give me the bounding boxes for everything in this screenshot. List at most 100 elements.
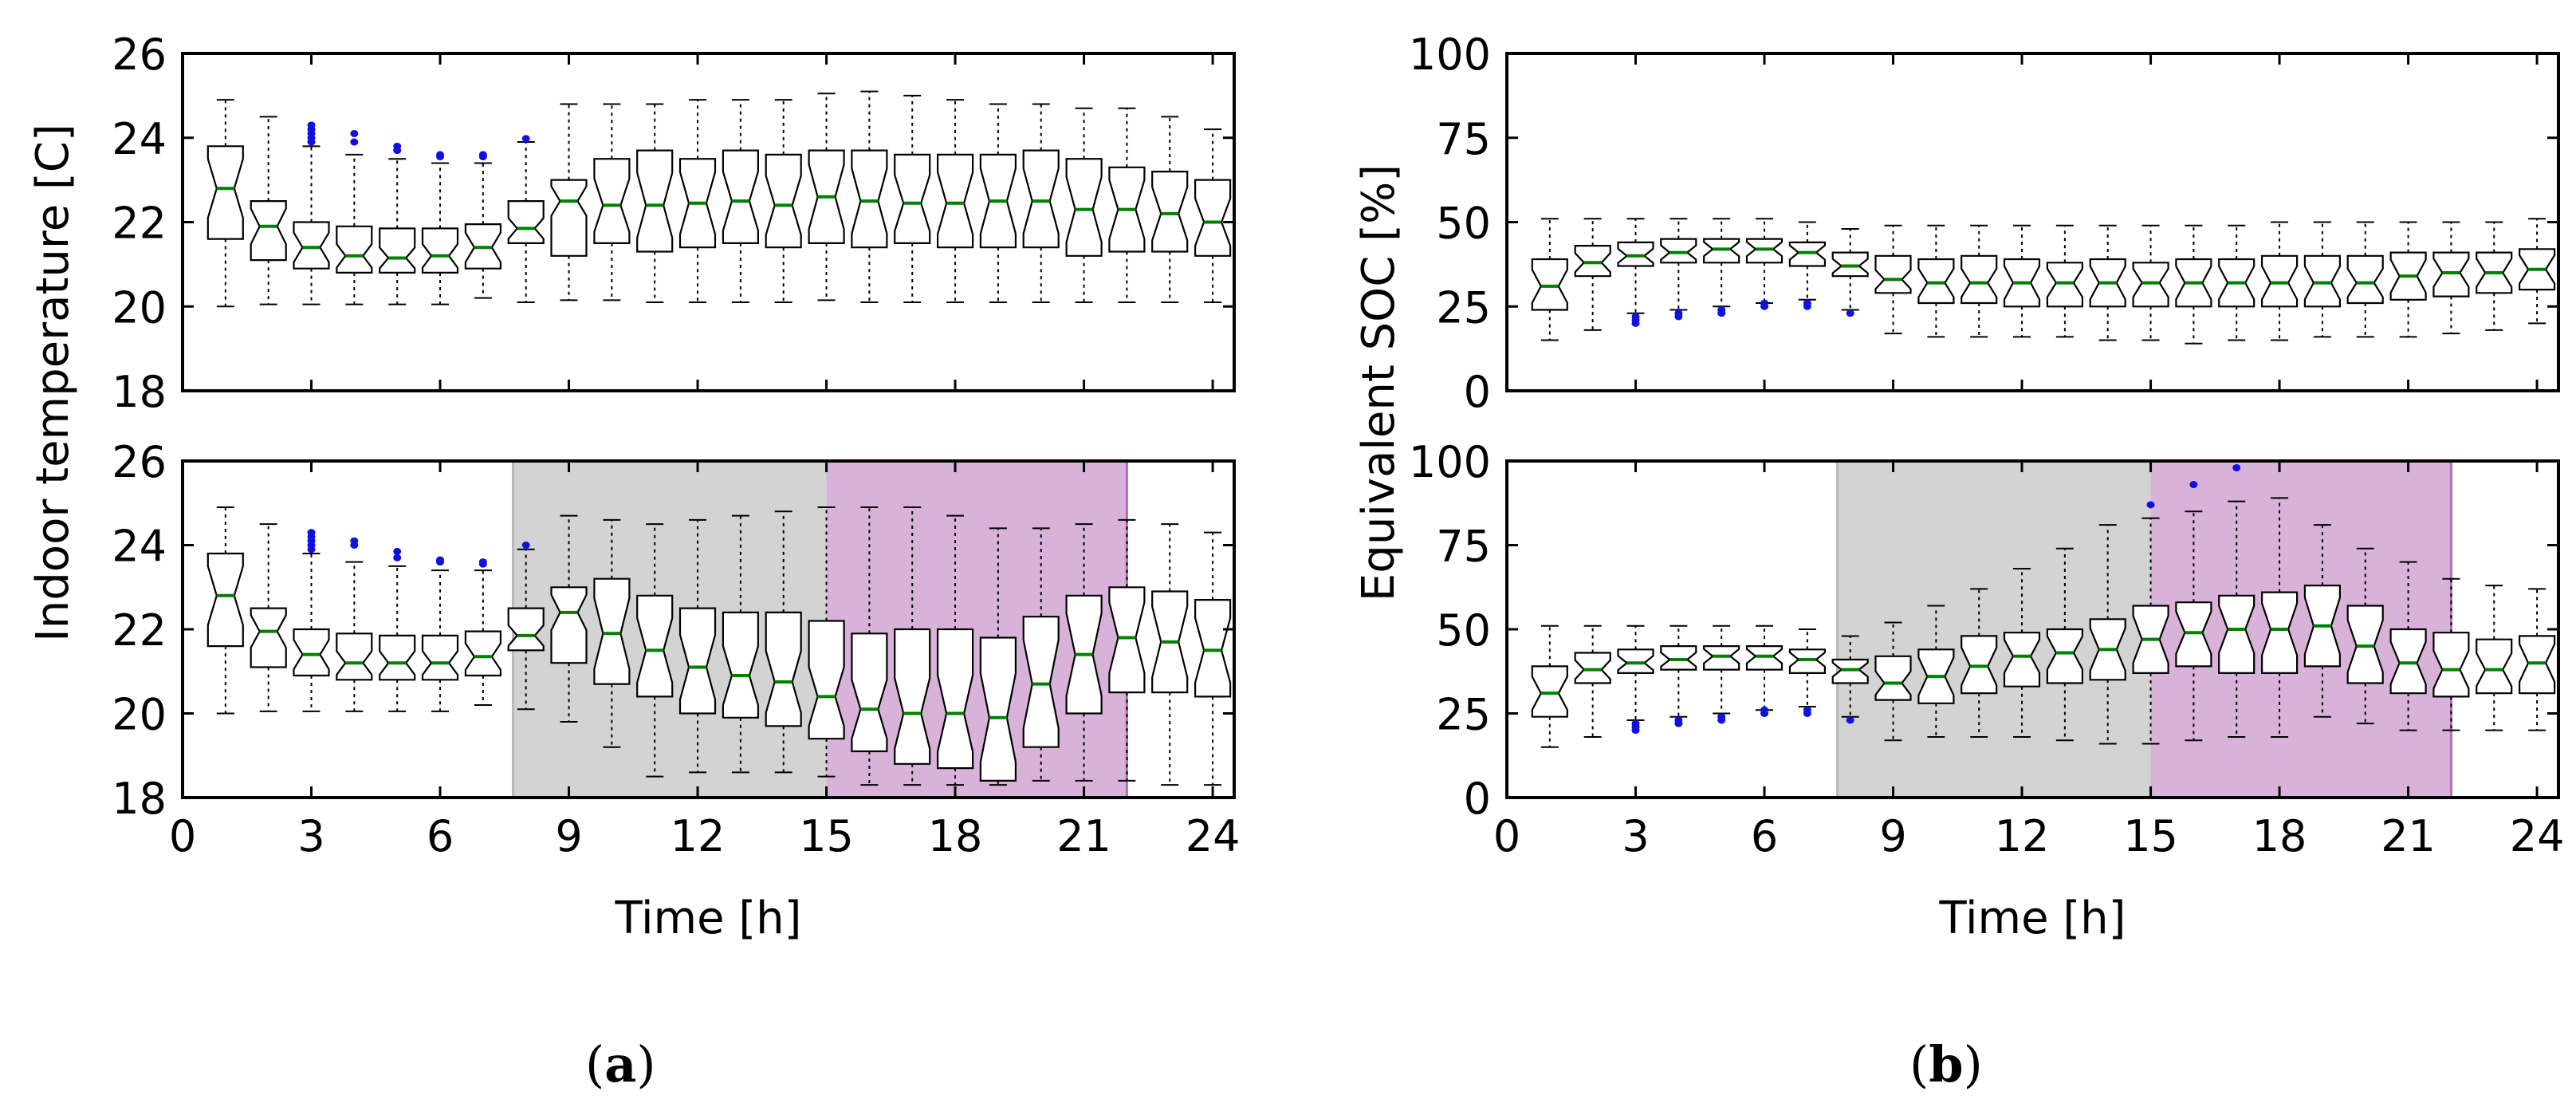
box-b-top-23 — [2476, 221, 2513, 331]
box-body — [379, 634, 416, 681]
box-b-top-5 — [1703, 218, 1740, 317]
box-body — [2175, 601, 2212, 668]
box-a-top-22 — [1108, 107, 1146, 303]
y-axis-label: Indoor temperature [C] — [27, 124, 79, 642]
box-body — [2519, 635, 2556, 695]
flier-point — [307, 121, 316, 129]
box-a-top-9 — [550, 103, 588, 301]
x-tick-label: 3 — [297, 811, 324, 861]
box-a-top-2 — [250, 116, 287, 305]
box-a-top-23 — [1151, 116, 1189, 303]
y-tick-label: 75 — [1436, 114, 1491, 164]
box-a-bottom-23 — [1151, 523, 1189, 786]
box-body — [1022, 616, 1060, 748]
box-a-bottom-7 — [464, 558, 502, 706]
box-body — [421, 634, 459, 681]
x-tick-label: 12 — [1995, 811, 2050, 861]
box-b-bottom-14 — [2089, 524, 2126, 745]
box-b-bottom-22 — [2432, 577, 2470, 731]
caption-b: (b) — [1909, 1035, 1983, 1093]
box-b-top-22 — [2432, 221, 2470, 335]
x-tick-label: 18 — [928, 811, 983, 861]
flier-point — [521, 135, 530, 143]
box-body — [1660, 238, 1697, 264]
box-b-bottom-21 — [2389, 561, 2427, 731]
box-body — [808, 620, 845, 740]
box-a-top-5 — [379, 142, 416, 305]
flier-point — [1846, 716, 1854, 724]
box-body — [2218, 594, 2255, 675]
box-body — [636, 594, 674, 698]
box-b-bottom-19 — [2303, 524, 2341, 718]
box-b-bottom-13 — [2046, 547, 2083, 742]
box-body — [722, 149, 760, 244]
box-body — [1194, 598, 1232, 698]
box-body — [851, 632, 888, 753]
flier-point — [2146, 501, 2155, 509]
flier-point — [1674, 309, 1683, 317]
box-b-top-15 — [2132, 224, 2169, 341]
box-a-top-7 — [464, 151, 502, 299]
box-body — [1660, 644, 1697, 671]
x-tick-label: 9 — [1879, 811, 1906, 861]
box-body — [593, 577, 631, 685]
x-tick-label: 21 — [1056, 811, 1111, 861]
y-tick-label: 20 — [112, 690, 167, 740]
box-body — [250, 607, 287, 668]
box-body — [851, 149, 888, 249]
box-b-top-19 — [2303, 221, 2341, 338]
y-tick-label: 24 — [112, 114, 167, 164]
box-b-bottom-18 — [2261, 497, 2299, 739]
box-b-bottom-1 — [1531, 624, 1568, 748]
y-tick-label: 26 — [112, 30, 167, 80]
x-tick-label: 24 — [1186, 811, 1241, 861]
box-b-bottom-9 — [1874, 621, 1912, 742]
box-body — [1531, 258, 1568, 311]
box-body — [1022, 149, 1060, 249]
box-body — [206, 145, 244, 240]
flier-point — [478, 151, 487, 159]
box-b-top-17 — [2218, 224, 2255, 341]
box-b-top-18 — [2261, 221, 2299, 341]
flier-point — [307, 529, 316, 537]
box-b-bottom-12 — [2003, 568, 2041, 739]
box-a-bottom-11 — [636, 523, 674, 778]
box-body — [636, 149, 674, 253]
box-a-top-24 — [1194, 128, 1232, 303]
box-a-top-15 — [808, 93, 845, 301]
flier-point — [1760, 299, 1769, 307]
box-a-top-6 — [421, 151, 459, 305]
x-tick-label: 6 — [427, 811, 454, 861]
box-body — [894, 153, 931, 244]
box-b-top-21 — [2389, 221, 2427, 338]
y-axis-label: Equivalent SOC [%] — [1353, 164, 1405, 601]
flier-point — [1717, 713, 1726, 721]
y-tick-label: 22 — [112, 605, 167, 656]
box-b-bottom-16 — [2175, 481, 2212, 742]
x-tick-label: 0 — [1493, 811, 1520, 861]
box-a-bottom-24 — [1194, 531, 1232, 786]
y-tick-label: 50 — [1436, 199, 1491, 249]
y-tick-label: 75 — [1436, 522, 1491, 572]
y-tick-label: 18 — [112, 774, 167, 824]
box-body — [507, 200, 545, 244]
box-a-top-16 — [851, 90, 888, 303]
box-body — [250, 200, 287, 262]
box-body — [1745, 238, 1784, 264]
box-body — [1531, 665, 1568, 718]
y-tick-label: 25 — [1436, 282, 1491, 333]
y-tick-label: 20 — [112, 282, 167, 333]
box-body — [1745, 644, 1784, 671]
y-tick-label: 26 — [112, 437, 167, 487]
x-tick-label: 24 — [2510, 811, 2565, 861]
box-body — [1831, 251, 1869, 278]
box-body — [678, 607, 717, 715]
box-a-bottom-12 — [678, 518, 717, 774]
box-b-top-3 — [1617, 218, 1654, 327]
box-body — [1874, 254, 1912, 294]
box-b-bottom-24 — [2519, 588, 2556, 731]
flier-point — [1717, 305, 1726, 313]
box-body — [1108, 586, 1146, 694]
